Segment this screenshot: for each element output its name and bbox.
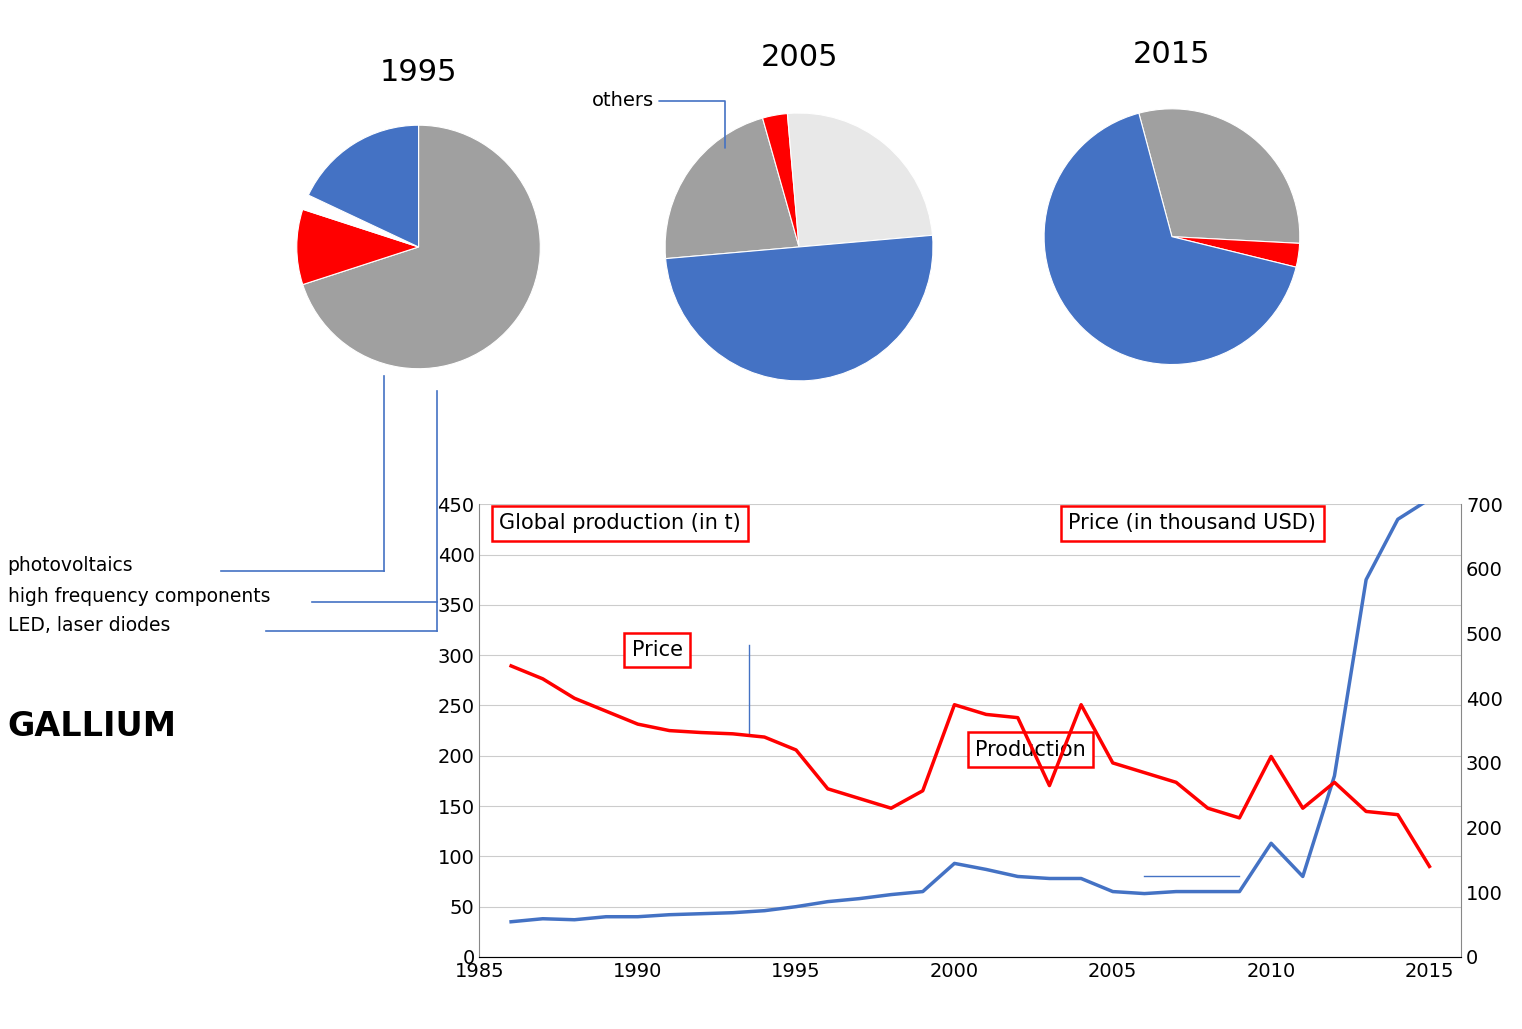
Wedge shape xyxy=(1138,109,1300,244)
Text: others: others xyxy=(592,92,726,148)
Wedge shape xyxy=(787,113,933,247)
Title: 2015: 2015 xyxy=(1134,40,1210,69)
Wedge shape xyxy=(665,236,933,381)
Title: 2005: 2005 xyxy=(761,42,837,72)
Wedge shape xyxy=(303,196,419,247)
Text: Price: Price xyxy=(632,640,682,660)
Wedge shape xyxy=(763,113,799,247)
Wedge shape xyxy=(665,118,799,258)
Text: photovoltaics: photovoltaics xyxy=(8,556,134,575)
Text: Production: Production xyxy=(976,740,1085,759)
Text: Price (in thousand USD): Price (in thousand USD) xyxy=(1068,513,1317,533)
Wedge shape xyxy=(297,209,419,285)
Text: Global production (in t): Global production (in t) xyxy=(499,513,741,533)
Wedge shape xyxy=(309,126,419,247)
Text: high frequency components: high frequency components xyxy=(8,587,269,606)
Title: 1995: 1995 xyxy=(380,58,457,86)
Wedge shape xyxy=(1172,237,1300,268)
Text: LED, laser diodes: LED, laser diodes xyxy=(8,615,170,635)
Text: GALLIUM: GALLIUM xyxy=(8,710,177,743)
Wedge shape xyxy=(303,126,540,368)
Wedge shape xyxy=(1044,113,1297,364)
